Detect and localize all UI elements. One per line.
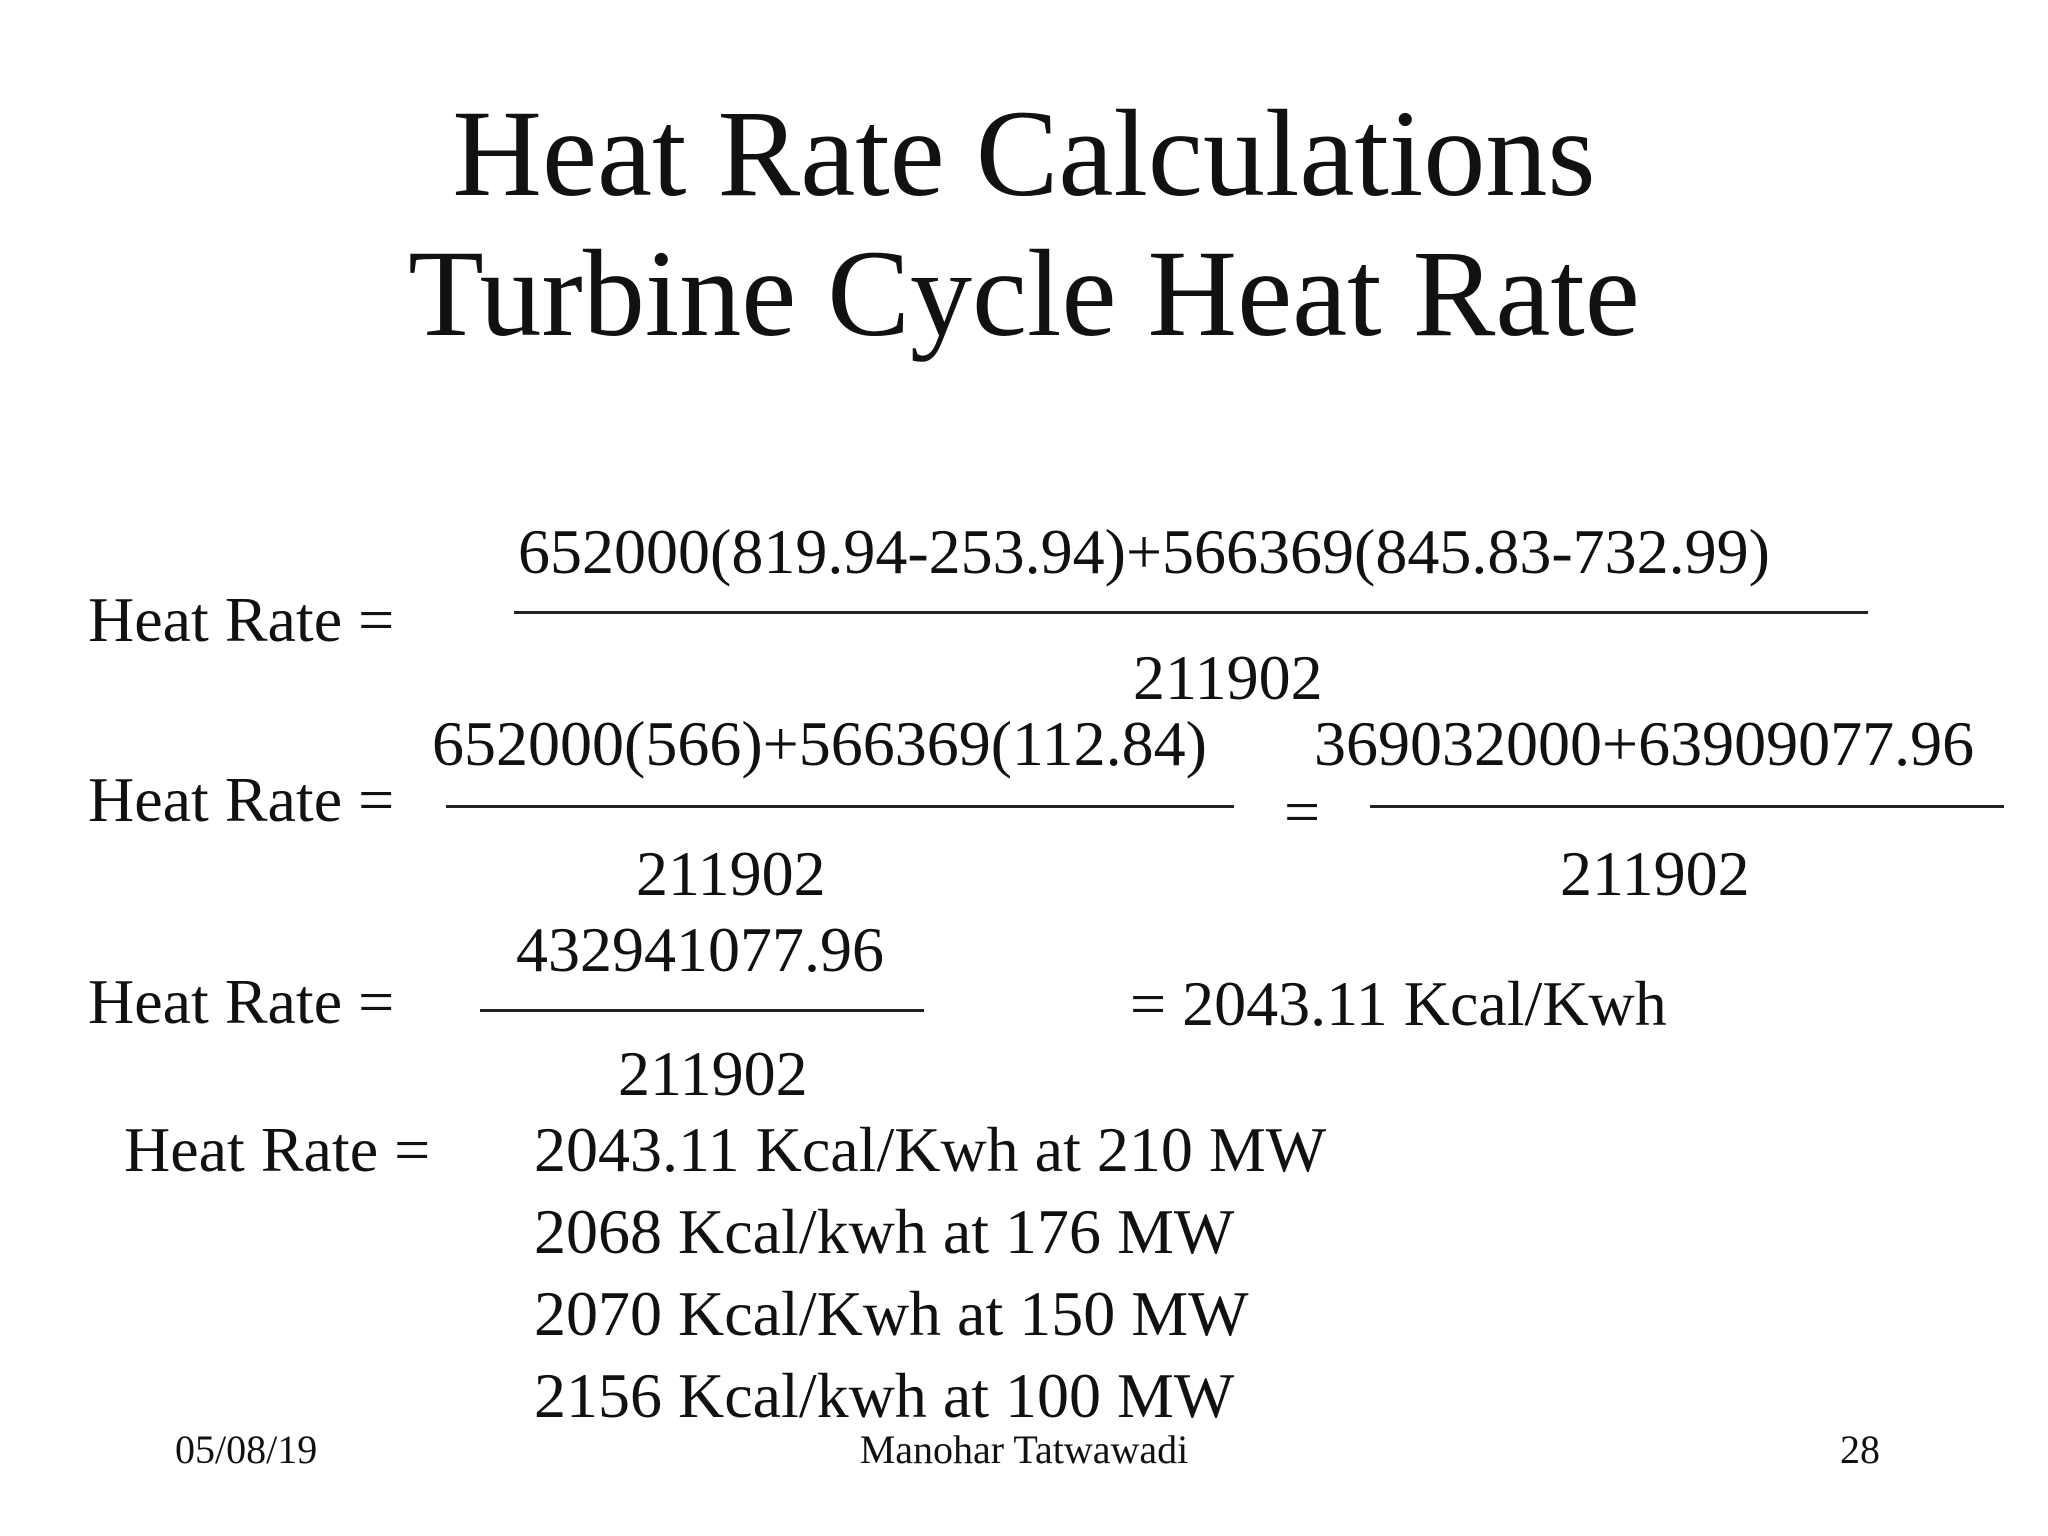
summary-line: 2043.11 Kcal/Kwh at 210 MW bbox=[534, 1114, 1327, 1185]
summary-line: 2070 Kcal/Kwh at 150 MW bbox=[534, 1278, 1249, 1349]
equation1-fraction-line bbox=[514, 611, 1868, 614]
equation3-result: = 2043.11 Kcal/Kwh bbox=[1130, 968, 1667, 1039]
equation2-numerator1: 652000(566)+566369(112.84) bbox=[432, 708, 1207, 779]
equation2-label: Heat Rate = bbox=[88, 764, 395, 835]
equation2-numerator2: 369032000+63909077.96 bbox=[1314, 708, 1975, 779]
equation2-denominator2: 211902 bbox=[1560, 838, 1750, 909]
equation3-denominator: 211902 bbox=[618, 1038, 808, 1109]
summary-line: 2068 Kcal/kwh at 176 MW bbox=[534, 1196, 1235, 1267]
equation3-label: Heat Rate = bbox=[88, 966, 395, 1037]
summary-label: Heat Rate = bbox=[124, 1114, 431, 1185]
equation3-fraction-line bbox=[480, 1009, 924, 1012]
slide-title-line1: Heat Rate Calculations bbox=[452, 85, 1596, 222]
equation2-equals-sign: = bbox=[1284, 776, 1321, 847]
footer-author: Manohar Tatwawadi bbox=[859, 1427, 1189, 1472]
footer-date: 05/08/19 bbox=[175, 1427, 318, 1472]
equation2-fraction-line2 bbox=[1370, 805, 2004, 808]
equation3-numerator: 432941077.96 bbox=[516, 914, 884, 985]
summary-line: 2156 Kcal/kwh at 100 MW bbox=[534, 1360, 1235, 1431]
equation1-denominator: 211902 bbox=[1133, 642, 1323, 713]
slide-title-line2: Turbine Cycle Heat Rate bbox=[408, 225, 1640, 362]
equation2-denominator1: 211902 bbox=[636, 838, 826, 909]
footer-page-number: 28 bbox=[1840, 1427, 1880, 1472]
equation1-label: Heat Rate = bbox=[88, 584, 395, 655]
equation2-fraction-line1 bbox=[446, 805, 1234, 808]
equation1-numerator: 652000(819.94-253.94)+566369(845.83-732.… bbox=[518, 516, 1770, 587]
